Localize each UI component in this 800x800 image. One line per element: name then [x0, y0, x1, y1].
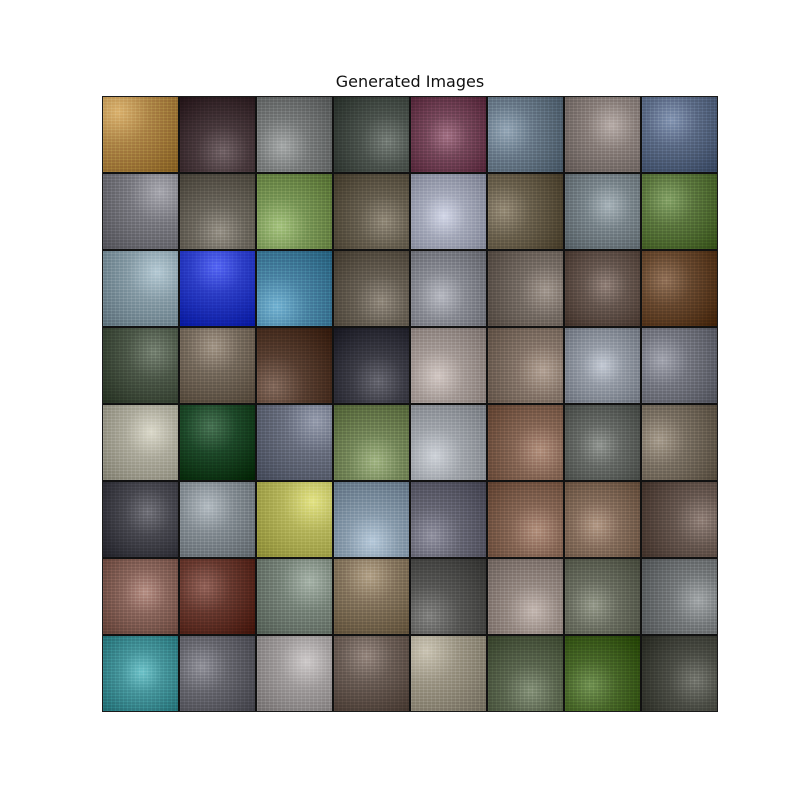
generated-image-tile	[334, 174, 409, 249]
generated-image-tile	[642, 174, 717, 249]
generated-image-tile	[411, 328, 486, 403]
generated-image-tile	[103, 328, 178, 403]
generated-image-tile	[103, 174, 178, 249]
generated-image-tile	[180, 328, 255, 403]
generated-image-tile	[642, 251, 717, 326]
generated-image-tile	[411, 174, 486, 249]
generated-image-tile	[642, 328, 717, 403]
generated-image-tile	[180, 559, 255, 634]
generated-image-tile	[103, 636, 178, 711]
generated-image-tile	[334, 97, 409, 172]
generated-image-tile	[411, 97, 486, 172]
generated-image-tile	[180, 636, 255, 711]
generated-image-tile	[488, 405, 563, 480]
generated-image-tile	[642, 405, 717, 480]
generated-image-tile	[103, 559, 178, 634]
generated-image-tile	[565, 97, 640, 172]
generated-image-tile	[334, 482, 409, 557]
generated-image-tile	[642, 636, 717, 711]
generated-image-tile	[334, 559, 409, 634]
generated-image-tile	[257, 636, 332, 711]
generated-image-tile	[565, 405, 640, 480]
generated-image-tile	[334, 328, 409, 403]
generated-image-tile	[565, 559, 640, 634]
generated-image-tile	[103, 97, 178, 172]
generated-image-tile	[257, 559, 332, 634]
generated-image-grid	[102, 96, 718, 712]
generated-image-tile	[180, 482, 255, 557]
generated-image-tile	[257, 405, 332, 480]
generated-image-tile	[103, 251, 178, 326]
generated-image-tile	[488, 328, 563, 403]
generated-image-tile	[257, 174, 332, 249]
generated-image-tile	[180, 405, 255, 480]
generated-image-tile	[180, 251, 255, 326]
generated-image-tile	[565, 251, 640, 326]
generated-image-tile	[411, 559, 486, 634]
generated-image-tile	[411, 405, 486, 480]
generated-image-tile	[257, 328, 332, 403]
generated-image-tile	[565, 328, 640, 403]
generated-image-tile	[642, 482, 717, 557]
generated-image-tile	[257, 251, 332, 326]
figure-title: Generated Images	[335, 72, 485, 91]
generated-image-tile	[642, 97, 717, 172]
generated-image-tile	[257, 97, 332, 172]
generated-image-tile	[565, 482, 640, 557]
generated-image-tile	[411, 482, 486, 557]
generated-image-tile	[334, 636, 409, 711]
generated-image-tile	[565, 174, 640, 249]
generated-image-tile	[488, 559, 563, 634]
generated-image-tile	[642, 559, 717, 634]
generated-image-tile	[488, 251, 563, 326]
generated-image-tile	[257, 482, 332, 557]
generated-image-tile	[488, 636, 563, 711]
generated-image-tile	[488, 482, 563, 557]
generated-image-tile	[565, 636, 640, 711]
generated-image-tile	[488, 97, 563, 172]
generated-image-tile	[411, 636, 486, 711]
generated-image-tile	[103, 405, 178, 480]
generated-image-tile	[488, 174, 563, 249]
generated-image-tile	[180, 97, 255, 172]
generated-image-tile	[334, 405, 409, 480]
generated-image-tile	[180, 174, 255, 249]
generated-image-tile	[411, 251, 486, 326]
generated-image-tile	[334, 251, 409, 326]
generated-image-tile	[103, 482, 178, 557]
